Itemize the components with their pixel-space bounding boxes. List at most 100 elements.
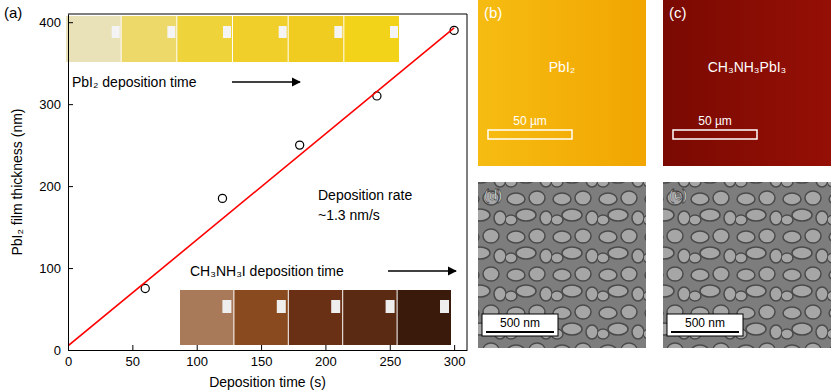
x-tick-label: 100 bbox=[186, 354, 208, 369]
photo-tape bbox=[331, 300, 340, 313]
data-point bbox=[296, 141, 304, 149]
x-tick-label: 200 bbox=[315, 354, 337, 369]
panel-label: (e) bbox=[669, 186, 687, 203]
photo bbox=[344, 16, 399, 62]
photo bbox=[66, 16, 121, 62]
panel-label: (c) bbox=[669, 4, 687, 21]
axis-line bbox=[68, 15, 69, 351]
x-tick: 300 bbox=[444, 345, 466, 369]
x-tick: 200 bbox=[315, 345, 337, 369]
photo bbox=[177, 16, 232, 62]
scale-bar-label: 50 µm bbox=[513, 114, 547, 128]
panel-label: (a) bbox=[4, 4, 22, 21]
scale-bar-box bbox=[482, 314, 558, 336]
x-tick-mark bbox=[325, 345, 326, 350]
scale-bar-label: 500 nm bbox=[685, 316, 725, 330]
x-tick: 250 bbox=[379, 345, 401, 369]
x-tick-mark bbox=[454, 345, 455, 350]
photo bbox=[343, 290, 396, 345]
photo-tape bbox=[277, 300, 286, 313]
x-tick: 100 bbox=[186, 345, 208, 369]
y-tick: 0 bbox=[54, 343, 73, 358]
y-tick-label: 100 bbox=[39, 261, 61, 276]
scale-bar-label: 50 µm bbox=[698, 114, 732, 128]
inset-photos bbox=[66, 16, 451, 345]
x-tick-mark bbox=[197, 345, 198, 350]
image-panel: (b) PbI₂ 50 µm bbox=[478, 0, 646, 166]
scale-bar-label: 500 nm bbox=[500, 316, 540, 330]
annotation: ~1.3 nm/s bbox=[318, 207, 380, 223]
y-axis: 0 100 200 300 400 bbox=[39, 15, 73, 358]
y-tick: 100 bbox=[39, 261, 73, 276]
x-tick-label: 300 bbox=[444, 354, 466, 369]
y-tick-mark bbox=[68, 268, 73, 269]
scale-bar-box bbox=[667, 314, 743, 336]
photo-tape bbox=[334, 26, 342, 38]
panel-image bbox=[663, 182, 831, 348]
y-tick-mark bbox=[68, 104, 73, 105]
photo-tape bbox=[386, 300, 395, 313]
y-tick: 200 bbox=[39, 179, 73, 194]
x-tick-label: 0 bbox=[65, 354, 72, 369]
fit-line bbox=[68, 28, 454, 346]
panel-image bbox=[478, 182, 646, 348]
y-tick-mark bbox=[68, 186, 73, 187]
photo bbox=[289, 290, 342, 345]
photo-tape bbox=[167, 26, 175, 38]
arrow bbox=[232, 81, 300, 82]
x-axis: 0 50 100 150 200 250 300 bbox=[65, 345, 468, 369]
panel-label: (b) bbox=[484, 4, 502, 21]
photo bbox=[233, 16, 288, 62]
x-tick-label: 50 bbox=[126, 354, 140, 369]
y-tick-label: 200 bbox=[39, 179, 61, 194]
photo bbox=[289, 16, 344, 62]
x-axis-title: Deposition time (s) bbox=[209, 374, 326, 390]
y-axis-title: PbI₂ film thickness (nm) bbox=[9, 108, 25, 255]
annotation: Deposition rate bbox=[318, 187, 412, 203]
figure: 0 50 100 150 200 250 300 0 100 200 300 400 (a) Deposi… bbox=[0, 0, 833, 392]
annotation: PbI₂ deposition time bbox=[72, 74, 197, 90]
axis-line bbox=[69, 350, 468, 351]
photo-tape bbox=[440, 300, 449, 313]
annotation: CH₃NH₃I deposition time bbox=[190, 263, 344, 279]
x-tick: 50 bbox=[126, 345, 140, 369]
marks bbox=[68, 26, 458, 346]
y-tick-mark bbox=[68, 350, 73, 351]
x-tick-label: 150 bbox=[251, 354, 273, 369]
photo-tape bbox=[279, 26, 287, 38]
y-tick: 400 bbox=[39, 15, 73, 30]
frame-top bbox=[68, 14, 467, 15]
scale-bar bbox=[486, 331, 554, 333]
photo bbox=[180, 290, 233, 345]
photo bbox=[398, 290, 451, 345]
x-tick-label: 250 bbox=[379, 354, 401, 369]
arrow bbox=[388, 270, 456, 271]
scale-bar bbox=[673, 130, 757, 139]
panel-image bbox=[478, 0, 646, 166]
image-panel: (c) CH₃NH₃PbI₃ 50 µm bbox=[663, 0, 831, 166]
y-tick-label: 400 bbox=[39, 15, 61, 30]
y-tick: 300 bbox=[39, 97, 73, 112]
photo-tape bbox=[390, 26, 398, 38]
panel-image bbox=[663, 0, 831, 166]
panel-text: PbI₂ bbox=[549, 59, 575, 75]
x-tick-mark bbox=[390, 345, 391, 350]
x-tick-mark bbox=[132, 345, 133, 350]
y-tick-label: 0 bbox=[54, 343, 61, 358]
photo-tape bbox=[223, 26, 231, 38]
photo bbox=[234, 290, 287, 345]
scale-bar bbox=[671, 331, 739, 333]
photo bbox=[122, 16, 177, 62]
photo-tape bbox=[222, 300, 231, 313]
data-point bbox=[218, 194, 226, 202]
x-tick: 150 bbox=[251, 345, 273, 369]
panel-text: CH₃NH₃PbI₃ bbox=[708, 59, 787, 75]
photo-tape bbox=[112, 26, 120, 38]
y-tick-label: 300 bbox=[39, 97, 61, 112]
y-tick-mark bbox=[68, 22, 73, 23]
image-panel: (d)500 nm bbox=[478, 182, 646, 348]
scale-bar bbox=[488, 130, 572, 139]
x-tick-mark bbox=[261, 345, 262, 350]
frame-right bbox=[467, 14, 468, 350]
image-panel: (e) 500 nm bbox=[663, 182, 831, 348]
